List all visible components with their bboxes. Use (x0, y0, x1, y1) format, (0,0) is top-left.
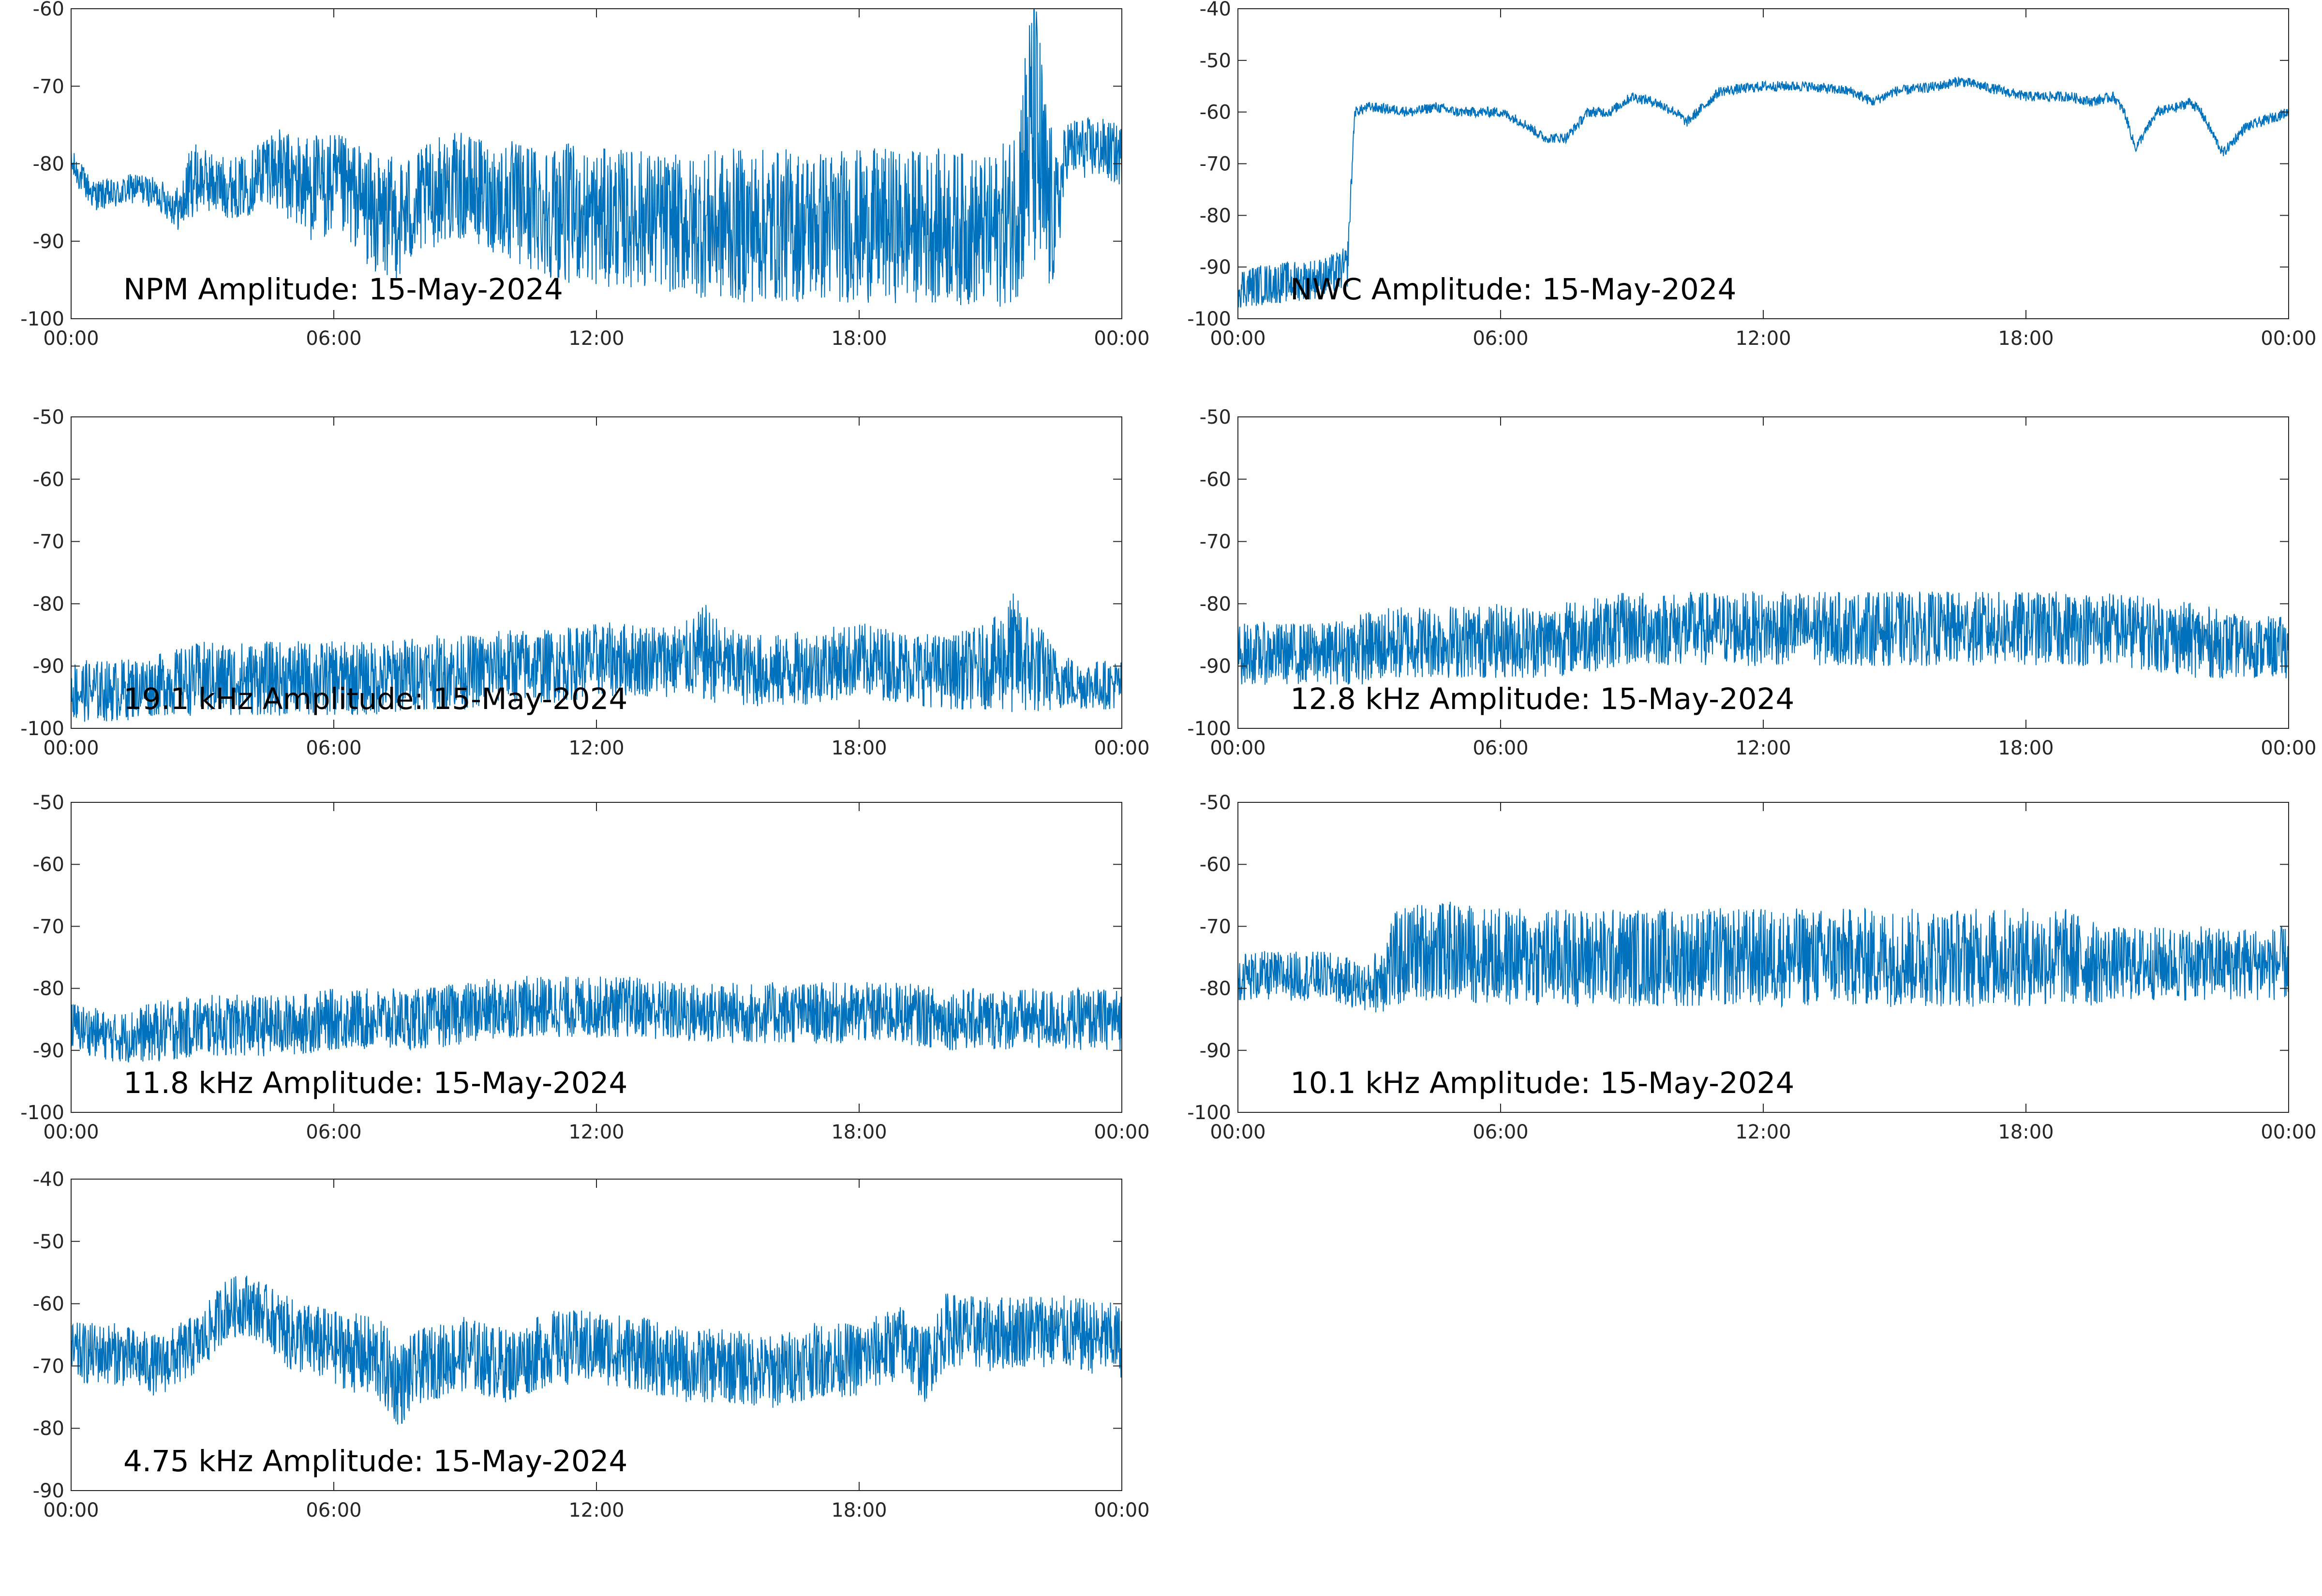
y-tick-label: -40 (33, 1168, 64, 1191)
y-tick-label: -60 (33, 1293, 64, 1315)
x-tick-label: 00:00 (2261, 1121, 2316, 1143)
y-tick-label: -50 (33, 1231, 64, 1253)
panel-title: 4.75 kHz Amplitude: 15-May-2024 (123, 1444, 627, 1478)
y-tick-label: -60 (33, 0, 64, 20)
series-trace (71, 593, 1122, 722)
y-tick-label: -80 (1200, 593, 1231, 615)
x-tick-label: 06:00 (306, 1121, 361, 1143)
y-tick-label: -70 (33, 75, 64, 98)
series-trace (1238, 591, 2289, 685)
x-tick-label: 18:00 (831, 1499, 887, 1522)
chart-panel-3: 00:00 06:00 12:00 18:00 00:00-100-90-80-70-6… (20, 406, 1149, 759)
x-tick-label: 18:00 (831, 1121, 887, 1143)
y-tick-label: -60 (1200, 102, 1231, 124)
x-tick-label: 00:00 (2261, 737, 2316, 759)
chart-panel-5: 00:00 06:00 12:00 18:00 00:00-100-90-80-70-6… (20, 792, 1149, 1143)
y-tick-label: -50 (33, 406, 64, 429)
y-tick-label: -100 (20, 308, 64, 330)
panel-title: 12.8 kHz Amplitude: 15-May-2024 (1290, 682, 1794, 716)
y-tick-label: -100 (1187, 1102, 1231, 1124)
x-tick-label: 18:00 (831, 737, 887, 759)
chart-panel-1: 00:00 06:00 12:00 18:00 00:00-100-90-80-70-6… (20, 0, 1149, 350)
y-tick-label: -80 (33, 1418, 64, 1440)
y-tick-label: -50 (33, 792, 64, 814)
panel-title: 19.1 kHz Amplitude: 15-May-2024 (123, 682, 627, 716)
y-tick-label: -90 (1200, 256, 1231, 279)
series-trace (71, 1275, 1122, 1425)
x-tick-label: 06:00 (1473, 327, 1528, 350)
y-tick-label: -70 (1200, 531, 1231, 553)
x-tick-label: 18:00 (1998, 327, 2054, 350)
y-tick-label: -60 (33, 854, 64, 876)
x-tick-label: 12:00 (1735, 737, 1791, 759)
panel-title: NPM Amplitude: 15-May-2024 (123, 272, 563, 307)
series-trace (71, 9, 1122, 307)
x-tick-label: 00:00 (43, 1121, 99, 1143)
y-tick-label: -90 (33, 655, 64, 678)
panel-title: 11.8 kHz Amplitude: 15-May-2024 (123, 1066, 627, 1100)
x-tick-label: 00:00 (1210, 737, 1265, 759)
y-tick-label: -100 (1187, 308, 1231, 330)
panel-title: NWC Amplitude: 15-May-2024 (1290, 272, 1736, 307)
x-tick-label: 00:00 (43, 737, 99, 759)
chart-panel-7: 00:00 06:00 12:00 18:00 00:00-90-80-70-60-50… (33, 1168, 1150, 1522)
y-tick-label: -40 (1200, 0, 1231, 20)
y-tick-label: -50 (1200, 792, 1231, 814)
chart-panel-2: 00:00 06:00 12:00 18:00 00:00-100-90-80-70-6… (1187, 0, 2316, 350)
y-tick-label: -80 (1200, 205, 1231, 227)
x-tick-label: 18:00 (831, 327, 887, 350)
x-tick-label: 18:00 (1998, 737, 2054, 759)
y-tick-label: -70 (1200, 916, 1231, 938)
x-tick-label: 06:00 (306, 737, 361, 759)
x-tick-label: 12:00 (1735, 1121, 1791, 1143)
y-tick-label: -90 (1200, 655, 1231, 678)
x-tick-label: 12:00 (568, 1121, 624, 1143)
series-trace (1238, 76, 2289, 308)
y-tick-label: -70 (33, 916, 64, 938)
y-tick-label: -90 (1200, 1040, 1231, 1062)
x-tick-label: 18:00 (1998, 1121, 2054, 1143)
x-tick-label: 00:00 (43, 327, 99, 350)
x-tick-label: 06:00 (306, 327, 361, 350)
y-tick-label: -90 (33, 1480, 64, 1502)
x-tick-label: 00:00 (43, 1499, 99, 1522)
y-tick-label: -70 (33, 531, 64, 553)
y-tick-label: -70 (33, 1355, 64, 1377)
chart-panel-6: 00:00 06:00 12:00 18:00 00:00-100-90-80-70-6… (1187, 792, 2316, 1143)
y-tick-label: -60 (33, 469, 64, 491)
x-tick-label: 12:00 (1735, 327, 1791, 350)
series-trace (1238, 901, 2289, 1013)
y-tick-label: -80 (1200, 978, 1231, 1000)
x-tick-label: 00:00 (1094, 1499, 1149, 1522)
y-tick-label: -90 (33, 1040, 64, 1062)
x-tick-label: 00:00 (1094, 327, 1149, 350)
series-trace (71, 975, 1122, 1063)
y-tick-label: -50 (1200, 406, 1231, 429)
y-tick-label: -80 (33, 978, 64, 1000)
y-tick-label: -80 (33, 153, 64, 176)
y-tick-label: -70 (1200, 153, 1231, 176)
x-tick-label: 00:00 (2261, 327, 2316, 350)
y-tick-label: -80 (33, 593, 64, 615)
x-tick-label: 00:00 (1210, 327, 1265, 350)
y-tick-label: -100 (20, 718, 64, 740)
x-tick-label: 06:00 (1473, 737, 1528, 759)
x-tick-label: 12:00 (568, 737, 624, 759)
x-tick-label: 00:00 (1094, 1121, 1149, 1143)
panel-title: 10.1 kHz Amplitude: 15-May-2024 (1290, 1066, 1794, 1100)
y-tick-label: -60 (1200, 854, 1231, 876)
y-tick-label: -100 (1187, 718, 1231, 740)
chart-panel-4: 00:00 06:00 12:00 18:00 00:00-100-90-80-70-6… (1187, 406, 2316, 759)
x-tick-label: 00:00 (1210, 1121, 1265, 1143)
y-tick-label: -50 (1200, 50, 1231, 72)
x-tick-label: 00:00 (1094, 737, 1149, 759)
y-tick-label: -60 (1200, 469, 1231, 491)
x-tick-label: 06:00 (1473, 1121, 1528, 1143)
x-tick-label: 12:00 (568, 327, 624, 350)
x-tick-label: 06:00 (306, 1499, 361, 1522)
y-tick-label: -90 (33, 231, 64, 253)
x-tick-label: 12:00 (568, 1499, 624, 1522)
y-tick-label: -100 (20, 1102, 64, 1124)
